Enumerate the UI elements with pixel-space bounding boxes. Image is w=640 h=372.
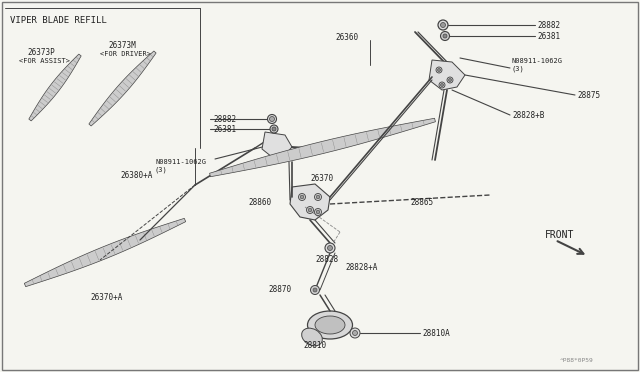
- Circle shape: [268, 115, 276, 124]
- Circle shape: [328, 246, 333, 250]
- Text: 28882: 28882: [537, 20, 560, 29]
- Circle shape: [314, 208, 321, 215]
- Polygon shape: [262, 132, 292, 157]
- Circle shape: [440, 22, 445, 28]
- Text: 28875: 28875: [577, 90, 600, 99]
- Circle shape: [300, 195, 304, 199]
- Circle shape: [314, 193, 321, 201]
- Polygon shape: [29, 54, 81, 121]
- Ellipse shape: [301, 328, 323, 346]
- Text: 28882: 28882: [213, 115, 236, 124]
- Text: VIPER BLADE REFILL: VIPER BLADE REFILL: [10, 16, 107, 25]
- Circle shape: [353, 330, 358, 336]
- Text: ^P88*0P59: ^P88*0P59: [560, 357, 594, 362]
- Circle shape: [310, 285, 319, 295]
- Circle shape: [443, 34, 447, 38]
- Ellipse shape: [315, 316, 345, 334]
- Text: 26381: 26381: [213, 125, 236, 134]
- Text: <FOR DRIVER>: <FOR DRIVER>: [100, 51, 151, 57]
- Circle shape: [439, 82, 445, 88]
- Text: 28810A: 28810A: [422, 328, 450, 337]
- Text: <FOR ASSIST>: <FOR ASSIST>: [19, 58, 70, 64]
- Text: N08911-1062G
(3): N08911-1062G (3): [155, 159, 206, 173]
- Circle shape: [440, 83, 444, 87]
- Text: 26370+A: 26370+A: [90, 294, 122, 302]
- Polygon shape: [429, 60, 465, 90]
- Circle shape: [316, 210, 320, 214]
- Circle shape: [447, 77, 453, 83]
- Circle shape: [307, 206, 314, 214]
- Polygon shape: [209, 118, 435, 177]
- Text: 28828+B: 28828+B: [512, 110, 545, 119]
- Circle shape: [316, 195, 320, 199]
- Text: 28810: 28810: [303, 340, 326, 350]
- Circle shape: [308, 208, 312, 212]
- Text: 26373P: 26373P: [27, 48, 55, 57]
- Circle shape: [350, 328, 360, 338]
- Circle shape: [436, 67, 442, 73]
- Text: N08911-1062G
(3): N08911-1062G (3): [512, 58, 563, 72]
- Circle shape: [438, 68, 440, 71]
- Ellipse shape: [307, 311, 353, 339]
- Circle shape: [272, 127, 276, 131]
- Text: 28870: 28870: [268, 285, 291, 295]
- Circle shape: [438, 20, 448, 30]
- Text: 28828: 28828: [315, 256, 338, 264]
- Text: 26360: 26360: [335, 32, 358, 42]
- Circle shape: [325, 243, 335, 253]
- Text: 26373M: 26373M: [108, 41, 136, 49]
- Text: 26381: 26381: [537, 32, 560, 41]
- Circle shape: [269, 116, 275, 122]
- Polygon shape: [89, 51, 156, 126]
- Text: 28828+A: 28828+A: [345, 263, 378, 273]
- Text: 26380+A: 26380+A: [120, 170, 152, 180]
- Circle shape: [440, 32, 449, 41]
- Circle shape: [313, 288, 317, 292]
- Polygon shape: [24, 218, 186, 287]
- Polygon shape: [290, 184, 330, 220]
- Text: FRONT: FRONT: [545, 230, 574, 240]
- Circle shape: [449, 78, 451, 81]
- Text: 28860: 28860: [248, 198, 271, 206]
- Text: 26370: 26370: [310, 173, 333, 183]
- Circle shape: [298, 193, 305, 201]
- Text: 28865: 28865: [410, 198, 433, 206]
- Circle shape: [270, 125, 278, 133]
